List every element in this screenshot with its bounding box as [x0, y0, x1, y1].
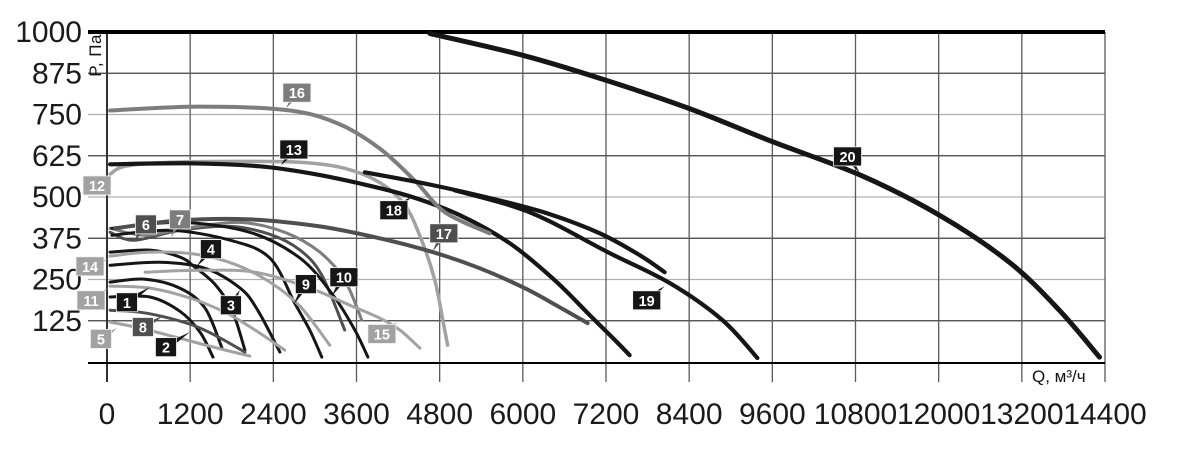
y-tick-label: 375 — [32, 222, 82, 255]
x-tick-label: 6000 — [489, 398, 556, 431]
x-tick-label: 10800 — [814, 398, 897, 431]
x-tick-label: 8400 — [656, 398, 723, 431]
svg-text:6: 6 — [142, 218, 150, 234]
curve-label-8: 8 — [132, 317, 154, 337]
curve-label-19: 19 — [632, 290, 662, 311]
svg-text:19: 19 — [639, 294, 655, 310]
curve-label-15: 15 — [367, 324, 397, 344]
curve-16 — [108, 104, 492, 236]
x-tick-label: 9600 — [739, 398, 806, 431]
curve-17 — [113, 216, 590, 326]
curve-label-4: 4 — [200, 239, 222, 260]
curve-18 — [362, 170, 667, 275]
curve-6 — [108, 224, 347, 332]
svg-text:8: 8 — [139, 321, 147, 337]
x-axis-title: Q, м³/ч — [1032, 367, 1086, 386]
svg-text:5: 5 — [97, 332, 105, 348]
svg-text:4: 4 — [207, 243, 215, 259]
curve-label-7: 7 — [169, 209, 191, 230]
svg-text:2: 2 — [162, 341, 170, 357]
curve-label-10: 10 — [329, 267, 359, 288]
curve-label-6: 6 — [135, 214, 157, 235]
curve-5 — [108, 320, 252, 358]
y-tick-label: 1000 — [15, 16, 82, 49]
curve-label-18: 18 — [379, 200, 409, 221]
curve-label-1: 1 — [116, 292, 138, 313]
curve-8 — [108, 308, 247, 354]
curve-20 — [427, 31, 1102, 360]
x-tick-label: 3600 — [323, 398, 390, 431]
svg-text:10: 10 — [336, 271, 352, 287]
curve-9 — [110, 228, 324, 359]
curve-label-11: 11 — [76, 290, 106, 311]
curve-label-9: 9 — [295, 274, 317, 295]
x-tick-label: 7200 — [573, 398, 640, 431]
svg-text:20: 20 — [839, 150, 855, 166]
y-tick-label: 500 — [32, 181, 82, 214]
curve-label-3: 3 — [220, 295, 242, 316]
y-tick-label: 875 — [32, 57, 82, 90]
x-tick-label: 2400 — [240, 398, 307, 431]
curve-15 — [143, 268, 422, 350]
svg-text:7: 7 — [176, 213, 184, 229]
x-tick-label: 1200 — [157, 398, 224, 431]
x-tick-label: 13200 — [980, 398, 1063, 431]
curve-label-2: 2 — [155, 337, 177, 358]
x-tick-label: 4800 — [406, 398, 473, 431]
curves — [108, 31, 1102, 361]
x-tick-label: 14400 — [1063, 398, 1146, 431]
svg-text:16: 16 — [289, 86, 305, 102]
svg-text:18: 18 — [386, 204, 402, 220]
svg-text:1: 1 — [123, 296, 131, 312]
y-tick-label: 125 — [32, 305, 82, 338]
curve-19 — [452, 188, 760, 361]
curve-13 — [108, 161, 632, 358]
svg-text:12: 12 — [89, 179, 105, 195]
x-tick-label: 12000 — [897, 398, 980, 431]
curve-label-12: 12 — [82, 175, 112, 196]
gridlines — [88, 30, 1106, 382]
y-axis-title: P, Па — [86, 34, 105, 77]
curve-label-5: 5 — [90, 328, 112, 349]
curve-label-16: 16 — [282, 82, 312, 103]
y-tick-label: 250 — [32, 264, 82, 297]
svg-text:11: 11 — [83, 294, 98, 310]
svg-text:9: 9 — [302, 278, 310, 294]
curve-label-20: 20 — [833, 146, 862, 167]
svg-text:3: 3 — [227, 299, 235, 315]
curve-label-17: 17 — [429, 223, 459, 244]
curve-label-14: 14 — [75, 256, 105, 277]
x-tick-label: 0 — [99, 398, 116, 431]
curve-3 — [108, 260, 282, 354]
svg-text:14: 14 — [82, 260, 98, 276]
svg-text:13: 13 — [286, 143, 302, 159]
y-tick-label: 625 — [32, 140, 82, 173]
y-tick-label: 750 — [32, 99, 82, 132]
svg-text:17: 17 — [436, 227, 452, 243]
curve-1 — [108, 277, 224, 350]
curve-11 — [108, 284, 287, 352]
svg-text:15: 15 — [374, 327, 390, 343]
curve-14 — [108, 250, 332, 347]
curve-label-13: 13 — [279, 139, 309, 160]
